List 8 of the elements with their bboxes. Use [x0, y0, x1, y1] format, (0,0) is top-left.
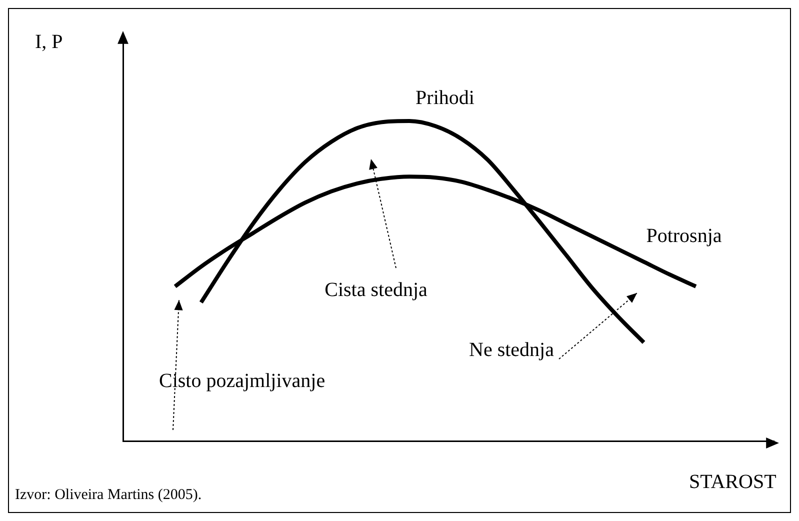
x-axis-title: STAROST	[689, 471, 776, 494]
annotation: Cista stednja	[324, 279, 428, 302]
text: Izvor: Oliveira Martins (2005).	[15, 487, 202, 504]
y-axis-title: I, P	[35, 31, 63, 54]
series-label: Prihodi	[416, 87, 474, 110]
annotation: Cisto pozajmljivanje	[159, 370, 326, 393]
annotation: Ne stednja	[469, 339, 554, 362]
series-label: Potrosnja	[646, 225, 722, 248]
